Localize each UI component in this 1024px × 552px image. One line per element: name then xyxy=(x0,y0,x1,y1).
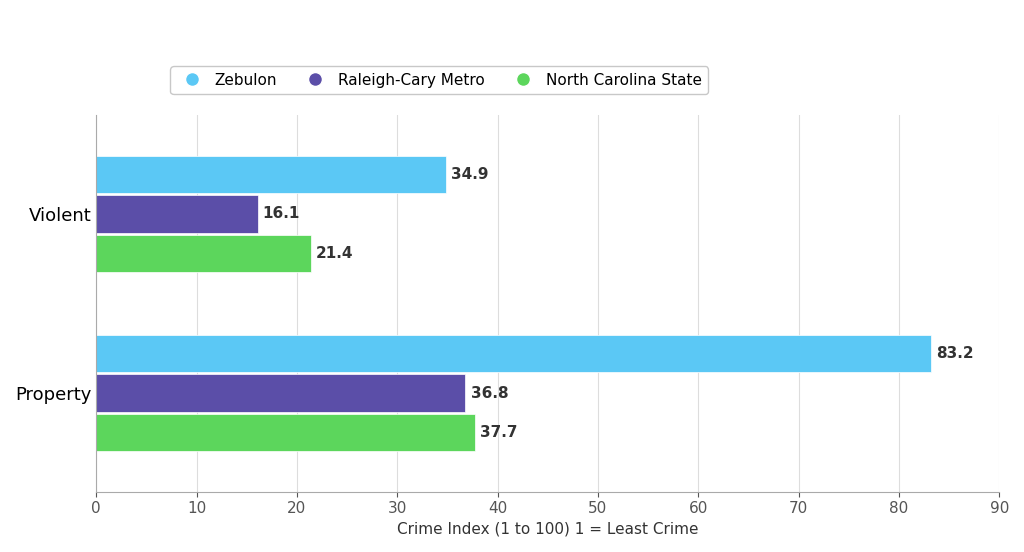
Bar xyxy=(96,156,446,193)
Text: 16.1: 16.1 xyxy=(263,206,300,221)
Bar xyxy=(96,374,466,412)
Text: 37.7: 37.7 xyxy=(479,425,517,440)
Bar xyxy=(96,195,258,232)
Bar xyxy=(96,414,474,452)
Bar xyxy=(96,335,931,373)
Text: 34.9: 34.9 xyxy=(452,167,488,182)
X-axis label: Crime Index (1 to 100) 1 = Least Crime: Crime Index (1 to 100) 1 = Least Crime xyxy=(397,522,698,537)
Text: 36.8: 36.8 xyxy=(470,386,508,401)
Legend: Zebulon, Raleigh-Cary Metro, North Carolina State: Zebulon, Raleigh-Cary Metro, North Carol… xyxy=(170,66,709,94)
Bar xyxy=(96,235,311,272)
Text: 21.4: 21.4 xyxy=(316,246,353,261)
Text: 83.2: 83.2 xyxy=(936,346,974,361)
